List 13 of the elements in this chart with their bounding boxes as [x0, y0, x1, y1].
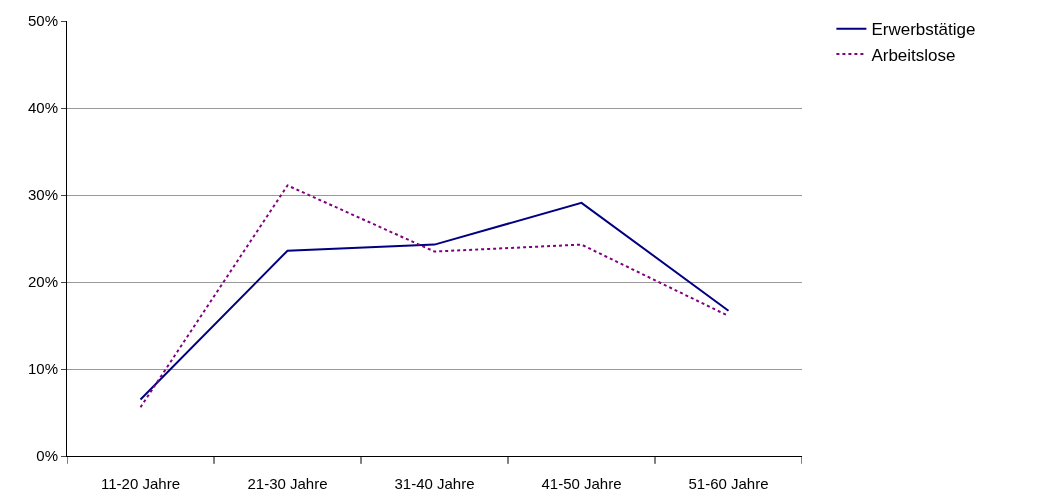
x-tick-label: 21-30 Jahre	[247, 475, 328, 492]
legend-label: Erwerbstätige	[871, 20, 976, 40]
x-tick-label: 31-40 Jahre	[394, 475, 475, 492]
legend-label: Arbeitslose	[871, 45, 956, 65]
y-tick-label: 30%	[27, 186, 58, 204]
y-tick-label: 40%	[27, 99, 58, 117]
x-tick-label: 51-60 Jahre	[688, 475, 769, 492]
y-tick-label: 20%	[27, 273, 58, 291]
y-tick-label: 50%	[27, 12, 58, 30]
y-tick-label: 0%	[36, 447, 58, 465]
y-tick-label: 10%	[27, 360, 58, 378]
x-tick-label: 41-50 Jahre	[541, 475, 622, 492]
x-tick-label: 11-20 Jahre	[101, 475, 180, 492]
